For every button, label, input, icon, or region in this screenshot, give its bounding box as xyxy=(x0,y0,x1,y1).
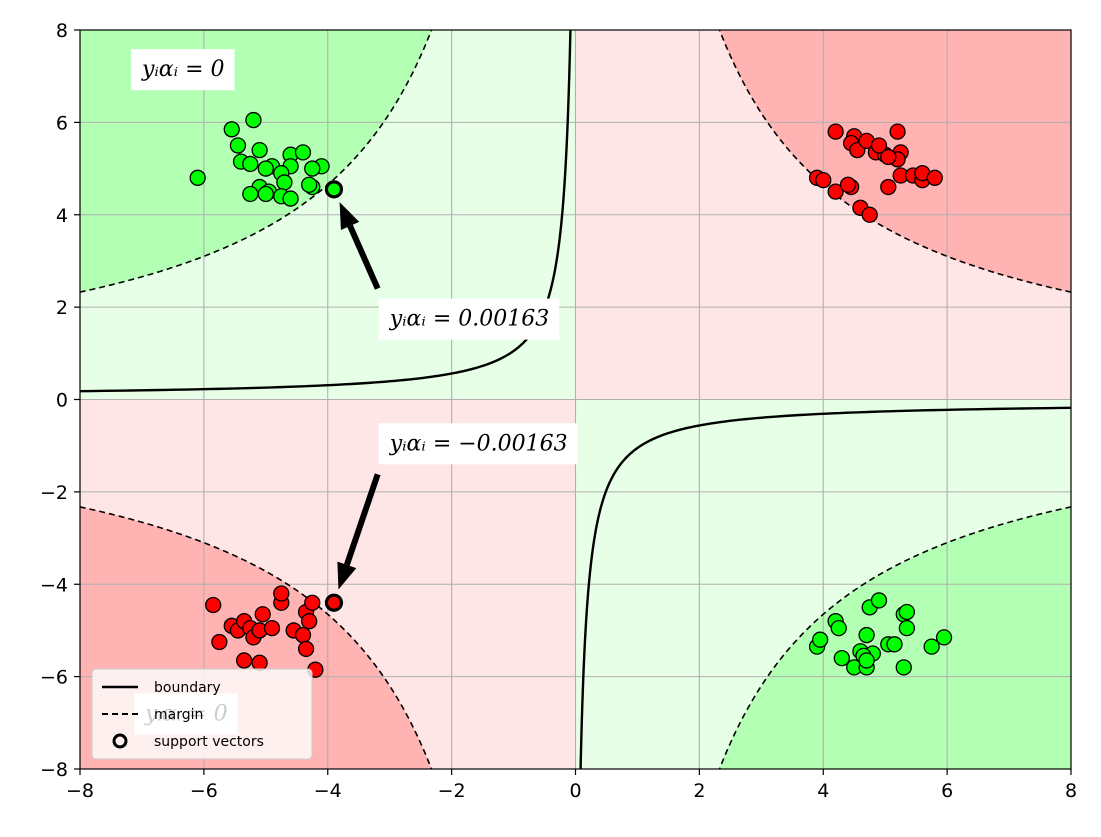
annotation-box xyxy=(130,49,235,91)
support-vector-marker xyxy=(324,180,344,199)
y-tick-label: 6 xyxy=(56,112,68,134)
point-class-red xyxy=(827,183,844,200)
annotation-box xyxy=(378,423,578,465)
y-tick-label: −2 xyxy=(40,482,68,504)
point-class-red xyxy=(301,613,318,630)
x-tick-label: −4 xyxy=(314,780,342,802)
annotation-text: yᵢαᵢ = 0 xyxy=(141,57,225,82)
point-class-green xyxy=(301,176,318,193)
x-tick-label: 8 xyxy=(1065,780,1077,802)
point-class-green xyxy=(898,619,916,637)
boundary-line xyxy=(80,30,572,393)
annotation-arrowhead xyxy=(337,561,357,590)
point-class-green xyxy=(242,155,259,173)
point-class-green xyxy=(223,121,240,138)
point-class-green xyxy=(257,185,274,203)
x-tick-label: 2 xyxy=(693,780,705,802)
y-tick-label: 4 xyxy=(56,205,68,227)
y-tick-label: −4 xyxy=(40,574,68,596)
point-class-green xyxy=(304,160,321,177)
point-class-red xyxy=(839,176,857,193)
y-tick-label: 0 xyxy=(56,390,68,412)
point-class-green xyxy=(923,638,940,655)
point-class-red xyxy=(273,585,290,602)
x-axis: −8 −6 −4 −2 0 2 4 6 8 xyxy=(66,769,1077,802)
point-class-red xyxy=(235,652,253,669)
point-class-red xyxy=(926,169,943,186)
point-class-green xyxy=(898,603,916,621)
point-class-green xyxy=(833,650,850,667)
point-class-green xyxy=(276,174,293,191)
point-class-green xyxy=(886,636,903,653)
annotation-text: yᵢαᵢ = 0.00163 xyxy=(389,307,550,332)
legend-box xyxy=(91,668,313,760)
point-class-red xyxy=(297,640,315,658)
point-class-green xyxy=(229,137,247,154)
x-tick-label: 4 xyxy=(817,780,829,802)
point-class-green xyxy=(830,619,847,637)
point-class-red xyxy=(880,148,897,166)
annotation-2: yᵢαᵢ = −0.00163 xyxy=(337,423,578,590)
y-tick-label: −6 xyxy=(40,667,68,689)
point-class-red xyxy=(251,654,268,671)
annotation-box xyxy=(378,298,560,340)
legend: boundary margin support vectors xyxy=(91,668,313,760)
y-tick-label: 8 xyxy=(56,20,68,42)
point-class-red xyxy=(815,171,832,189)
annotation-arrow xyxy=(344,473,381,566)
point-class-green xyxy=(858,626,875,644)
data-points xyxy=(189,111,953,678)
x-tick-label: −8 xyxy=(66,780,94,802)
legend-label: boundary xyxy=(154,680,221,696)
point-class-red xyxy=(861,206,878,223)
x-tick-label: 6 xyxy=(941,780,953,802)
point-class-green xyxy=(895,659,912,676)
support-vector-marker xyxy=(324,593,344,612)
point-class-red xyxy=(889,123,906,140)
point-class-red xyxy=(211,633,228,651)
point-class-green xyxy=(251,141,268,159)
point-class-red xyxy=(254,606,271,623)
point-class-green xyxy=(245,111,262,129)
legend-label: margin xyxy=(154,707,203,723)
y-tick-label: 2 xyxy=(56,297,68,319)
point-class-green xyxy=(282,190,299,207)
x-tick-label: −2 xyxy=(438,780,466,802)
annotation-arrowhead xyxy=(339,202,360,230)
legend-support-swatch xyxy=(112,733,128,749)
point-class-red xyxy=(263,619,281,637)
point-class-green xyxy=(189,169,206,186)
point-class-green xyxy=(935,629,953,646)
point-class-green xyxy=(812,631,829,648)
point-class-green xyxy=(242,185,259,203)
point-class-green xyxy=(870,592,888,609)
point-class-green xyxy=(257,160,274,177)
annotation-1: yᵢαᵢ = 0.00163 xyxy=(339,202,560,340)
legend-label: support vectors xyxy=(154,734,264,750)
x-tick-label: 0 xyxy=(569,780,581,802)
point-class-red xyxy=(827,123,844,140)
point-class-red xyxy=(294,626,312,644)
y-tick-label: −8 xyxy=(40,759,68,781)
point-class-green xyxy=(294,144,312,161)
point-class-red xyxy=(880,178,897,196)
point-class-red xyxy=(304,594,321,611)
annotation-arrow xyxy=(347,224,381,290)
annotation-0: yᵢαᵢ = 0 xyxy=(130,49,235,91)
point-class-red xyxy=(205,596,222,614)
contour-lines xyxy=(80,30,1071,769)
point-class-green xyxy=(858,652,875,669)
boundary-line xyxy=(579,406,1071,769)
point-class-red xyxy=(870,137,888,154)
annotation-text: yᵢαᵢ = −0.00163 xyxy=(389,431,568,456)
y-axis: −8 −6 −4 −2 0 2 4 6 8 xyxy=(40,20,80,781)
x-tick-label: −6 xyxy=(190,780,218,802)
